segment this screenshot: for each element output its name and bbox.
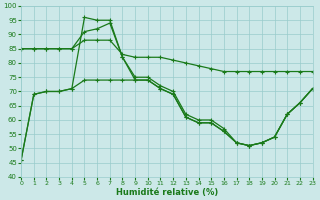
- X-axis label: Humidité relative (%): Humidité relative (%): [116, 188, 218, 197]
